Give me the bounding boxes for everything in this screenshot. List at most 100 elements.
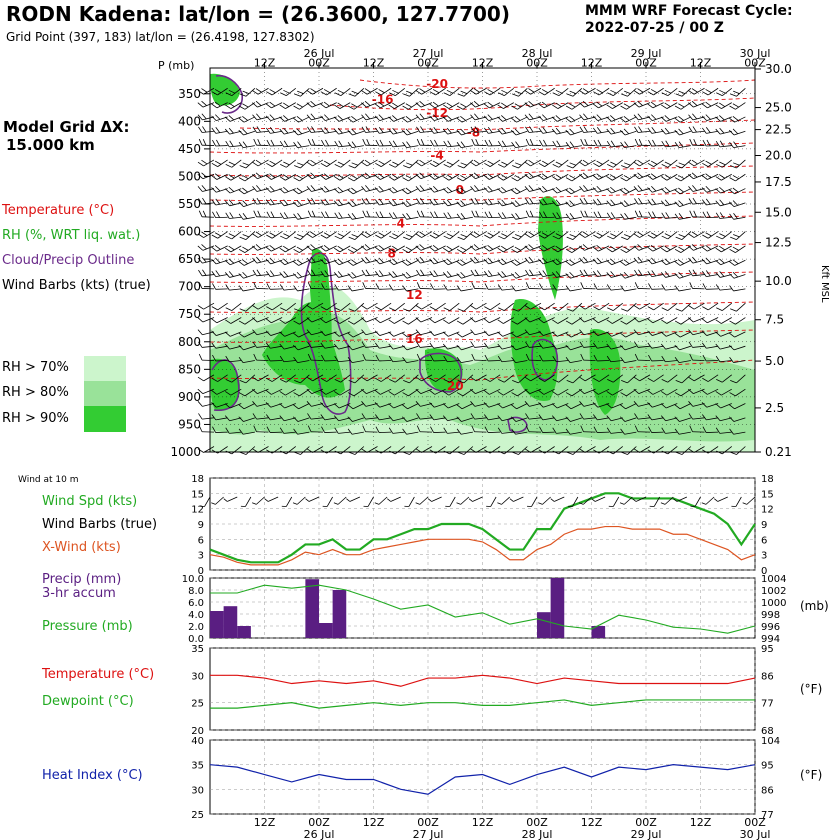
wind-barb: [511, 212, 528, 220]
wind-barb: [294, 231, 310, 240]
wind-barb: [306, 302, 324, 310]
precip-bar: [223, 606, 238, 638]
wind-barb: [498, 231, 514, 240]
wind-barb: [442, 186, 460, 194]
wind-barb: [497, 331, 514, 337]
wind-barb: [197, 317, 215, 323]
wind-barb: [429, 317, 446, 324]
wind-barb: [443, 159, 460, 168]
wind-barb: [674, 200, 691, 207]
wind-barb: [333, 331, 351, 337]
wind-barb: [225, 388, 242, 396]
temperature-contour-label: -4: [430, 149, 443, 163]
wind-barb: [729, 331, 746, 338]
wind-barb: [402, 331, 419, 338]
surface-wind-barb: [673, 496, 688, 502]
wind-barb: [565, 331, 583, 338]
wind-barb: [347, 187, 365, 195]
time-tick-label: 12Z: [690, 57, 712, 70]
wind-barb: [606, 403, 623, 409]
wind-barb: [525, 425, 542, 433]
wind-barb: [306, 317, 324, 323]
wind-barb: [197, 100, 215, 108]
wind-barb: [197, 113, 215, 121]
wind-barb: [443, 427, 460, 434]
wind-barb: [470, 302, 487, 310]
wind-barb: [307, 126, 324, 133]
wind-barb: [456, 173, 474, 182]
wind-barb: [457, 302, 474, 312]
wind-barb: [606, 115, 623, 122]
bottom-time-tick-label: 12Z: [472, 816, 494, 829]
wind-barb: [456, 259, 474, 266]
wind-barb: [701, 114, 719, 122]
wind-barb: [497, 140, 514, 148]
wind-barb: [551, 186, 569, 194]
panel-ytick-left: 6.0: [188, 598, 204, 609]
wind-barb: [443, 302, 460, 311]
wind-barb: [565, 271, 582, 279]
wind-barb: [362, 138, 378, 146]
wind-barb: [565, 344, 582, 351]
wind-barb: [674, 128, 691, 136]
wind-barb: [443, 87, 460, 97]
height-tick-label: 15.0: [765, 205, 792, 219]
surface-wind-barb: [374, 496, 388, 505]
wind-barb: [647, 244, 664, 252]
wind-barb: [415, 185, 433, 192]
wind-barb: [715, 140, 732, 148]
cloud-outline-1: [215, 74, 243, 114]
wind-barb: [552, 302, 569, 311]
wind-barb: [715, 199, 732, 207]
wind-barb: [606, 212, 623, 219]
wind-barb: [197, 302, 215, 310]
wind-barb: [593, 354, 610, 362]
wind-barb: [279, 271, 296, 278]
wind-barb: [674, 271, 691, 279]
wind-barb: [388, 343, 405, 350]
wind-barb: [470, 256, 487, 264]
wind-barb: [388, 140, 405, 148]
wind-barb: [334, 140, 351, 148]
wind-barb: [320, 374, 337, 382]
bottom-time-tick-label: 00Z: [308, 816, 330, 829]
wind-barb: [606, 284, 623, 291]
panel-ytick-right: 15: [761, 489, 774, 500]
time-tick-label: 00Z: [526, 57, 548, 70]
wind-barb: [606, 415, 623, 422]
wind-barb: [402, 317, 419, 325]
wind-barb: [566, 231, 583, 240]
wind-barb: [279, 415, 296, 422]
wind-barb: [497, 343, 514, 350]
wind-barb: [239, 302, 256, 312]
wind-barb: [321, 426, 337, 433]
wind-barb: [347, 173, 365, 182]
wind-barb: [565, 212, 582, 220]
wind-barb: [538, 101, 555, 109]
wind-barb: [334, 355, 351, 363]
wind-barb: [443, 231, 460, 240]
wind-barb: [239, 159, 256, 169]
wind-barb: [334, 231, 351, 240]
wind-barb: [442, 127, 460, 135]
wind-barb: [510, 200, 528, 207]
wind-barb: [252, 87, 269, 95]
wind-barb: [430, 283, 446, 290]
wind-barb: [347, 245, 365, 253]
wind-barb: [470, 126, 487, 133]
wind-barb: [456, 271, 473, 279]
surface-wind-barb: [567, 496, 579, 507]
wind-barb: [403, 87, 419, 97]
wind-barb: [252, 231, 269, 238]
bottom-time-tick-label: 00Z: [744, 816, 766, 829]
wind-barb: [551, 331, 569, 337]
wind-barb: [225, 173, 242, 181]
wind-barb: [484, 159, 501, 167]
wind-barb: [606, 102, 623, 109]
wind-barb: [634, 413, 651, 420]
legend-rh90-label: RH > 90%: [2, 411, 69, 426]
wind-barb: [374, 185, 392, 193]
surface-wind-barb: [731, 496, 742, 507]
wind-barb: [374, 414, 392, 421]
wind-barb: [333, 186, 351, 194]
